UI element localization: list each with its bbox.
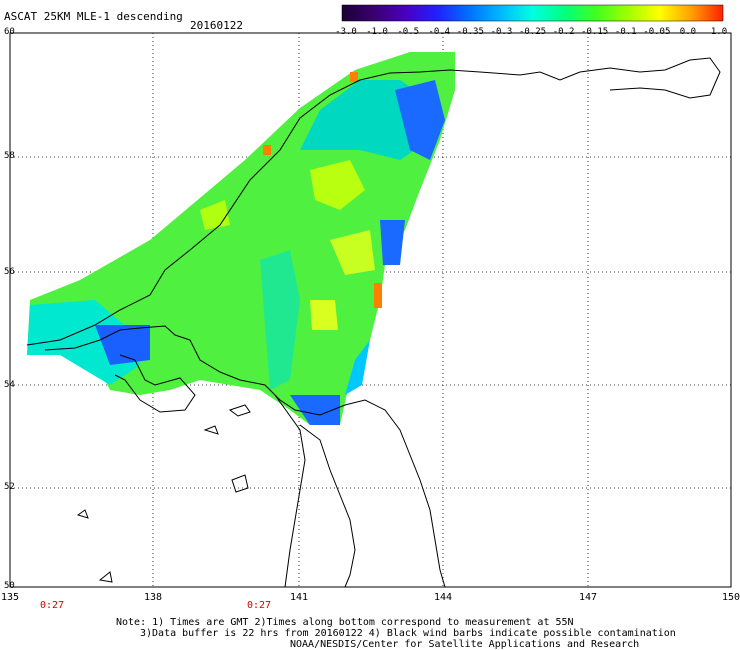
time-label-left: 0:27 [39, 600, 65, 611]
wind-patch [380, 220, 405, 265]
wind-patch-high [263, 145, 271, 155]
colorbar-tick-label: -0.5 [397, 27, 419, 37]
lon-label-144: 144 [433, 592, 453, 603]
time-label-center: 0:27 [246, 600, 272, 611]
wind-patch [260, 250, 300, 390]
colorbar-tick-label: -0.2 [552, 27, 575, 37]
figure-date: 20160122 [190, 19, 243, 32]
colorbar-tick-label: -0.05 [643, 27, 671, 37]
colorbar-tick-label: -0.3 [490, 27, 513, 37]
lat-label-52: 52 [4, 482, 15, 492]
colorbar-tick-label: 0.0 [679, 27, 697, 37]
figure-title: ASCAT 25KM MLE-1 descending [4, 10, 183, 23]
wind-patch [310, 160, 365, 210]
wind-patch-high [350, 72, 358, 82]
wind-patch [330, 230, 375, 275]
coastline [274, 394, 306, 588]
colorbar-tick-label: -0.25 [518, 27, 547, 37]
wind-patch [95, 325, 150, 365]
wind-patch [395, 80, 445, 160]
coastline [76, 509, 89, 519]
coastline [114, 354, 196, 413]
wind-patch [200, 200, 230, 230]
wind-patch-high [374, 283, 382, 308]
footer-note-3: NOAA/NESDIS/Center for Satellite Applica… [290, 639, 640, 650]
coastline [231, 474, 249, 493]
colorbar-tick-label: -1.0 [366, 27, 388, 37]
lon-label-150: 150 [721, 592, 740, 603]
coastline [299, 424, 356, 588]
colorbar-tick-label: -0.4 [428, 27, 451, 37]
colorbar-tick-label: -0.1 [614, 27, 637, 37]
lon-label-141: 141 [289, 592, 309, 603]
wind-patch [310, 300, 338, 330]
coastline [228, 404, 251, 417]
colorbar-tick-label: -0.35 [456, 27, 484, 37]
colorbar [341, 4, 724, 22]
lat-label-50: 50 [4, 581, 15, 591]
colorbar-tick-label: 1.0 [710, 27, 728, 37]
coastline [203, 425, 219, 435]
lat-label-60: 60 [4, 27, 15, 37]
map-frame [9, 32, 732, 588]
lon-label-147: 147 [578, 592, 598, 603]
footer-note-2: 3)Data buffer is 22 hrs from 20160122 4)… [140, 628, 676, 639]
lat-label-54: 54 [4, 380, 15, 390]
coastline [44, 325, 446, 588]
coastline [98, 571, 113, 583]
lat-label-56: 56 [4, 267, 15, 277]
footer-note-1: Note: 1) Times are GMT 2)Times along bot… [116, 617, 574, 628]
coastline [26, 57, 721, 346]
colorbar-tick-label: -3.0 [335, 27, 357, 37]
lat-label-58: 58 [4, 151, 15, 161]
wind-patch [345, 340, 370, 395]
lon-label-135: 135 [0, 592, 20, 603]
colorbar-tick-label: -0.15 [581, 27, 609, 37]
wind-patch [290, 395, 340, 425]
lon-label-138: 138 [143, 592, 163, 603]
